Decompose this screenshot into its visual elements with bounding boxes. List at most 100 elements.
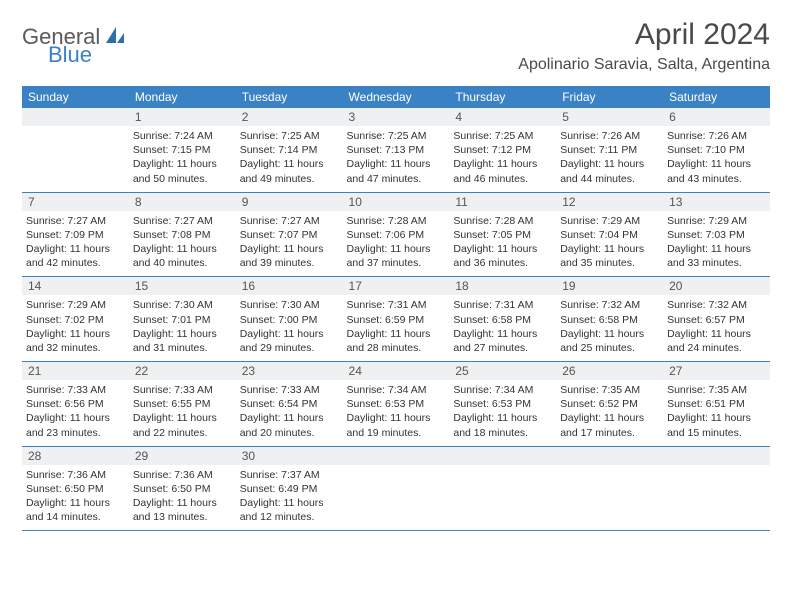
- day-cell: Sunrise: 7:26 AMSunset: 7:10 PMDaylight:…: [663, 126, 770, 192]
- daylight-text: Daylight: 11 hours and 46 minutes.: [453, 157, 552, 185]
- day-cell: Sunrise: 7:32 AMSunset: 6:58 PMDaylight:…: [556, 295, 663, 361]
- day-header: Tuesday: [236, 86, 343, 108]
- daylight-text: Daylight: 11 hours and 47 minutes.: [347, 157, 446, 185]
- logo: General Blue: [22, 24, 126, 50]
- sunset-text: Sunset: 6:59 PM: [347, 313, 446, 327]
- sunset-text: Sunset: 7:06 PM: [347, 228, 446, 242]
- day-number: 18: [449, 277, 556, 296]
- day-cell: Sunrise: 7:28 AMSunset: 7:05 PMDaylight:…: [449, 211, 556, 277]
- day-cell: Sunrise: 7:37 AMSunset: 6:49 PMDaylight:…: [236, 465, 343, 531]
- day-number: 22: [129, 362, 236, 381]
- day-cell: Sunrise: 7:35 AMSunset: 6:52 PMDaylight:…: [556, 380, 663, 446]
- day-number: 27: [663, 362, 770, 381]
- week-row: Sunrise: 7:24 AMSunset: 7:15 PMDaylight:…: [22, 126, 770, 192]
- sunset-text: Sunset: 7:04 PM: [560, 228, 659, 242]
- sunrise-text: Sunrise: 7:27 AM: [26, 214, 125, 228]
- day-number: [556, 446, 663, 465]
- day-cell: [449, 465, 556, 531]
- sunset-text: Sunset: 7:03 PM: [667, 228, 766, 242]
- daynum-row: 78910111213: [22, 192, 770, 211]
- day-cell: Sunrise: 7:33 AMSunset: 6:56 PMDaylight:…: [22, 380, 129, 446]
- day-cell: Sunrise: 7:34 AMSunset: 6:53 PMDaylight:…: [449, 380, 556, 446]
- daylight-text: Daylight: 11 hours and 19 minutes.: [347, 411, 446, 439]
- sunset-text: Sunset: 6:54 PM: [240, 397, 339, 411]
- sunset-text: Sunset: 6:58 PM: [560, 313, 659, 327]
- sunset-text: Sunset: 7:09 PM: [26, 228, 125, 242]
- sunrise-text: Sunrise: 7:33 AM: [240, 383, 339, 397]
- day-cell: Sunrise: 7:36 AMSunset: 6:50 PMDaylight:…: [129, 465, 236, 531]
- sunset-text: Sunset: 7:00 PM: [240, 313, 339, 327]
- day-number: [22, 108, 129, 126]
- day-number: 4: [449, 108, 556, 126]
- day-cell: Sunrise: 7:28 AMSunset: 7:06 PMDaylight:…: [343, 211, 450, 277]
- sunrise-text: Sunrise: 7:29 AM: [667, 214, 766, 228]
- day-cell: Sunrise: 7:27 AMSunset: 7:09 PMDaylight:…: [22, 211, 129, 277]
- day-cell: Sunrise: 7:29 AMSunset: 7:02 PMDaylight:…: [22, 295, 129, 361]
- daylight-text: Daylight: 11 hours and 14 minutes.: [26, 496, 125, 524]
- sunset-text: Sunset: 6:52 PM: [560, 397, 659, 411]
- day-number: 14: [22, 277, 129, 296]
- daylight-text: Daylight: 11 hours and 22 minutes.: [133, 411, 232, 439]
- day-cell: Sunrise: 7:31 AMSunset: 6:58 PMDaylight:…: [449, 295, 556, 361]
- daylight-text: Daylight: 11 hours and 39 minutes.: [240, 242, 339, 270]
- day-header-row: SundayMondayTuesdayWednesdayThursdayFrid…: [22, 86, 770, 108]
- daylight-text: Daylight: 11 hours and 17 minutes.: [560, 411, 659, 439]
- sunrise-text: Sunrise: 7:36 AM: [26, 468, 125, 482]
- day-header: Sunday: [22, 86, 129, 108]
- day-cell: [556, 465, 663, 531]
- header: General Blue April 2024 Apolinario Sarav…: [22, 18, 770, 74]
- sunset-text: Sunset: 6:50 PM: [133, 482, 232, 496]
- day-cell: Sunrise: 7:24 AMSunset: 7:15 PMDaylight:…: [129, 126, 236, 192]
- daylight-text: Daylight: 11 hours and 28 minutes.: [347, 327, 446, 355]
- day-number: 20: [663, 277, 770, 296]
- daylight-text: Daylight: 11 hours and 23 minutes.: [26, 411, 125, 439]
- sunset-text: Sunset: 6:49 PM: [240, 482, 339, 496]
- day-number: 23: [236, 362, 343, 381]
- sunrise-text: Sunrise: 7:33 AM: [133, 383, 232, 397]
- day-header: Saturday: [663, 86, 770, 108]
- daylight-text: Daylight: 11 hours and 20 minutes.: [240, 411, 339, 439]
- sunrise-text: Sunrise: 7:35 AM: [560, 383, 659, 397]
- week-row: Sunrise: 7:36 AMSunset: 6:50 PMDaylight:…: [22, 465, 770, 531]
- day-cell: Sunrise: 7:33 AMSunset: 6:55 PMDaylight:…: [129, 380, 236, 446]
- day-cell: [663, 465, 770, 531]
- daylight-text: Daylight: 11 hours and 31 minutes.: [133, 327, 232, 355]
- sunrise-text: Sunrise: 7:37 AM: [240, 468, 339, 482]
- sunrise-text: Sunrise: 7:30 AM: [240, 298, 339, 312]
- daylight-text: Daylight: 11 hours and 43 minutes.: [667, 157, 766, 185]
- sunrise-text: Sunrise: 7:36 AM: [133, 468, 232, 482]
- day-number: 19: [556, 277, 663, 296]
- sunrise-text: Sunrise: 7:32 AM: [667, 298, 766, 312]
- day-number: 25: [449, 362, 556, 381]
- day-cell: Sunrise: 7:27 AMSunset: 7:07 PMDaylight:…: [236, 211, 343, 277]
- day-cell: Sunrise: 7:29 AMSunset: 7:03 PMDaylight:…: [663, 211, 770, 277]
- day-header: Thursday: [449, 86, 556, 108]
- day-number: 9: [236, 192, 343, 211]
- day-number: 11: [449, 192, 556, 211]
- week-row: Sunrise: 7:29 AMSunset: 7:02 PMDaylight:…: [22, 295, 770, 361]
- day-number: 5: [556, 108, 663, 126]
- day-cell: Sunrise: 7:36 AMSunset: 6:50 PMDaylight:…: [22, 465, 129, 531]
- sunset-text: Sunset: 7:07 PM: [240, 228, 339, 242]
- sunset-text: Sunset: 7:02 PM: [26, 313, 125, 327]
- day-number: [663, 446, 770, 465]
- daynum-row: 282930: [22, 446, 770, 465]
- day-number: 16: [236, 277, 343, 296]
- day-number: 29: [129, 446, 236, 465]
- day-number: 17: [343, 277, 450, 296]
- sunrise-text: Sunrise: 7:25 AM: [347, 129, 446, 143]
- day-cell: Sunrise: 7:26 AMSunset: 7:11 PMDaylight:…: [556, 126, 663, 192]
- week-row: Sunrise: 7:33 AMSunset: 6:56 PMDaylight:…: [22, 380, 770, 446]
- daylight-text: Daylight: 11 hours and 29 minutes.: [240, 327, 339, 355]
- day-cell: Sunrise: 7:25 AMSunset: 7:13 PMDaylight:…: [343, 126, 450, 192]
- day-number: 3: [343, 108, 450, 126]
- day-cell: Sunrise: 7:34 AMSunset: 6:53 PMDaylight:…: [343, 380, 450, 446]
- day-header: Monday: [129, 86, 236, 108]
- daylight-text: Daylight: 11 hours and 25 minutes.: [560, 327, 659, 355]
- daylight-text: Daylight: 11 hours and 40 minutes.: [133, 242, 232, 270]
- sunrise-text: Sunrise: 7:34 AM: [453, 383, 552, 397]
- daylight-text: Daylight: 11 hours and 24 minutes.: [667, 327, 766, 355]
- sunset-text: Sunset: 7:10 PM: [667, 143, 766, 157]
- daylight-text: Daylight: 11 hours and 12 minutes.: [240, 496, 339, 524]
- sunrise-text: Sunrise: 7:33 AM: [26, 383, 125, 397]
